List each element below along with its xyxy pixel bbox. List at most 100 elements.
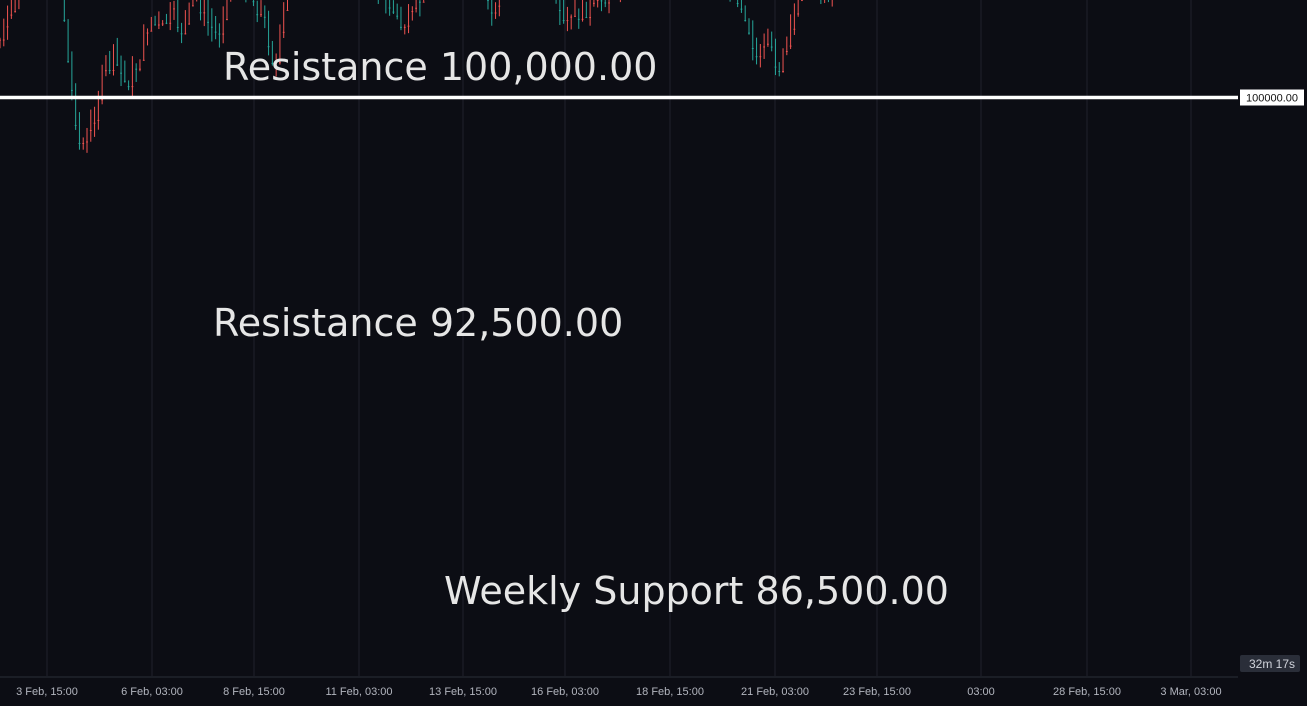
resistance-92500-label: Resistance 92,500.00 xyxy=(213,301,623,345)
candle-body xyxy=(150,30,153,32)
candle-body xyxy=(256,14,259,16)
candle-body xyxy=(494,12,497,14)
candle-body xyxy=(123,80,126,82)
levels xyxy=(0,95,1238,100)
candle-body xyxy=(180,33,183,35)
candle-body xyxy=(214,31,217,33)
candle-body xyxy=(70,89,73,91)
x-tick-label: 3 Mar, 03:00 xyxy=(1160,686,1221,698)
candle-body xyxy=(581,18,584,20)
candle-body xyxy=(608,2,610,4)
candle-body xyxy=(105,70,107,72)
x-tick-label: 03:00 xyxy=(967,686,995,698)
candle-body xyxy=(210,26,213,28)
candle-body xyxy=(403,26,406,28)
candle-body xyxy=(260,14,262,16)
candle-body xyxy=(101,99,104,101)
candle-body xyxy=(2,39,5,41)
y-axis[interactable]: 100000.0095000.0092500.0090000.0086500.0… xyxy=(1238,0,1307,706)
candle-body xyxy=(415,7,418,9)
candle-body xyxy=(744,20,747,22)
candle-body xyxy=(154,24,156,26)
candle-body xyxy=(400,26,402,28)
candle-body xyxy=(748,32,750,34)
candle-body xyxy=(131,86,134,88)
candle-body xyxy=(142,59,145,61)
x-tick-label: 11 Feb, 03:00 xyxy=(325,686,392,698)
candle-body xyxy=(589,17,592,19)
candle-body xyxy=(218,33,221,35)
candle-body xyxy=(161,23,164,25)
candle-body xyxy=(604,2,607,4)
candle-body xyxy=(577,18,580,20)
candles xyxy=(0,0,833,153)
candle-body xyxy=(566,20,569,22)
candle-body xyxy=(116,64,119,66)
candle-body xyxy=(596,0,599,1)
candle-body xyxy=(120,72,122,74)
candle-body xyxy=(275,62,278,64)
candle-body xyxy=(422,1,425,3)
candle-body xyxy=(176,26,179,28)
candle-body xyxy=(785,51,788,53)
candle-body xyxy=(585,17,588,19)
x-axis[interactable]: 3 Feb, 15:00 6 Feb, 03:00 8 Feb, 15:00 11 F… xyxy=(0,676,1238,706)
resistance-100000-label: Resistance 100,000.00 xyxy=(223,45,657,89)
candle-body xyxy=(418,1,421,3)
candle-body xyxy=(169,22,172,24)
x-tick-label: 3 Feb, 15:00 xyxy=(16,686,78,698)
candle-body xyxy=(570,16,573,18)
candle-body xyxy=(767,43,769,45)
countdown-timer: 32m 17s xyxy=(1249,657,1295,671)
candle-body xyxy=(778,70,781,72)
candle-body xyxy=(127,86,130,88)
candle-body xyxy=(793,28,796,30)
candle-body xyxy=(279,62,281,64)
candle-body xyxy=(388,7,391,9)
candle-body xyxy=(0,39,1,41)
x-tick-label: 13 Feb, 15:00 xyxy=(429,686,497,698)
x-axis-panel xyxy=(0,677,1238,706)
candle-body xyxy=(139,68,141,70)
candle-body xyxy=(184,33,187,35)
candle-body xyxy=(89,129,92,131)
grid xyxy=(46,0,1192,676)
candle-body xyxy=(82,142,85,144)
x-tick-label: 6 Feb, 03:00 xyxy=(121,686,183,698)
candle-body xyxy=(740,8,743,10)
x-tick-label: 18 Feb, 15:00 xyxy=(636,686,704,698)
candle-body xyxy=(188,23,191,25)
candle-body xyxy=(263,16,266,18)
candle-body xyxy=(396,15,399,17)
candle-body xyxy=(226,19,228,21)
countdown-badge: 32m 17s xyxy=(1240,655,1300,672)
candle-body xyxy=(770,46,773,48)
weekly-support-label: Weekly Support 86,500.00 xyxy=(444,569,949,613)
candle-body xyxy=(165,22,168,24)
candle-body xyxy=(751,47,754,49)
candle-body xyxy=(600,0,603,2)
candle-body xyxy=(789,45,792,47)
candle-body xyxy=(755,56,758,58)
candle-body xyxy=(592,2,595,4)
candle-body xyxy=(108,69,111,71)
candle-body xyxy=(763,46,766,48)
y-tick-label: 100000.00 xyxy=(1246,93,1298,105)
candle-body xyxy=(173,8,175,10)
candle-body xyxy=(222,33,225,35)
x-tick-label: 28 Feb, 15:00 xyxy=(1053,686,1121,698)
x-tick-label: 21 Feb, 03:00 xyxy=(741,686,809,698)
candle-body xyxy=(6,26,9,28)
candle-body xyxy=(157,24,160,26)
candle-body xyxy=(135,68,138,70)
level-price-tag xyxy=(1240,89,1304,106)
candle-body xyxy=(562,20,565,22)
candle-body xyxy=(286,9,289,11)
candle-body xyxy=(736,3,739,5)
candle-body xyxy=(146,32,149,34)
candle-body xyxy=(78,142,81,144)
x-tick-label: 23 Feb, 15:00 xyxy=(843,686,911,698)
candle-body xyxy=(97,119,100,121)
